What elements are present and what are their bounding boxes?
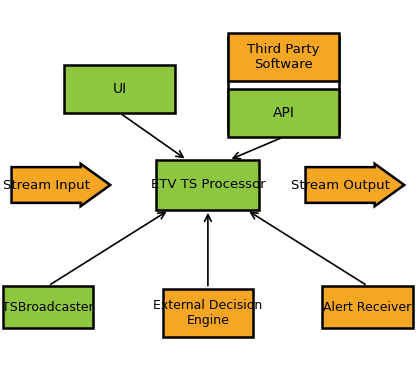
Bar: [228, 89, 339, 137]
Bar: [323, 286, 412, 329]
Bar: [228, 37, 339, 133]
Bar: [64, 65, 176, 113]
Text: TSBroadcaster: TSBroadcaster: [3, 300, 94, 314]
Polygon shape: [306, 164, 404, 206]
Bar: [228, 33, 339, 81]
Text: Third Party
Software: Third Party Software: [247, 43, 320, 71]
Bar: [163, 289, 253, 337]
Text: Stream Input: Stream Input: [3, 178, 89, 192]
Bar: [3, 286, 94, 329]
Polygon shape: [12, 164, 110, 206]
Text: ETV TS Processor: ETV TS Processor: [151, 178, 265, 192]
Text: UI: UI: [113, 82, 127, 96]
Text: API: API: [273, 106, 294, 120]
Bar: [156, 160, 259, 210]
Text: Stream Output: Stream Output: [291, 178, 389, 192]
Text: Alert Receiver: Alert Receiver: [323, 300, 412, 314]
Text: External Decision
Engine: External Decision Engine: [153, 299, 262, 327]
